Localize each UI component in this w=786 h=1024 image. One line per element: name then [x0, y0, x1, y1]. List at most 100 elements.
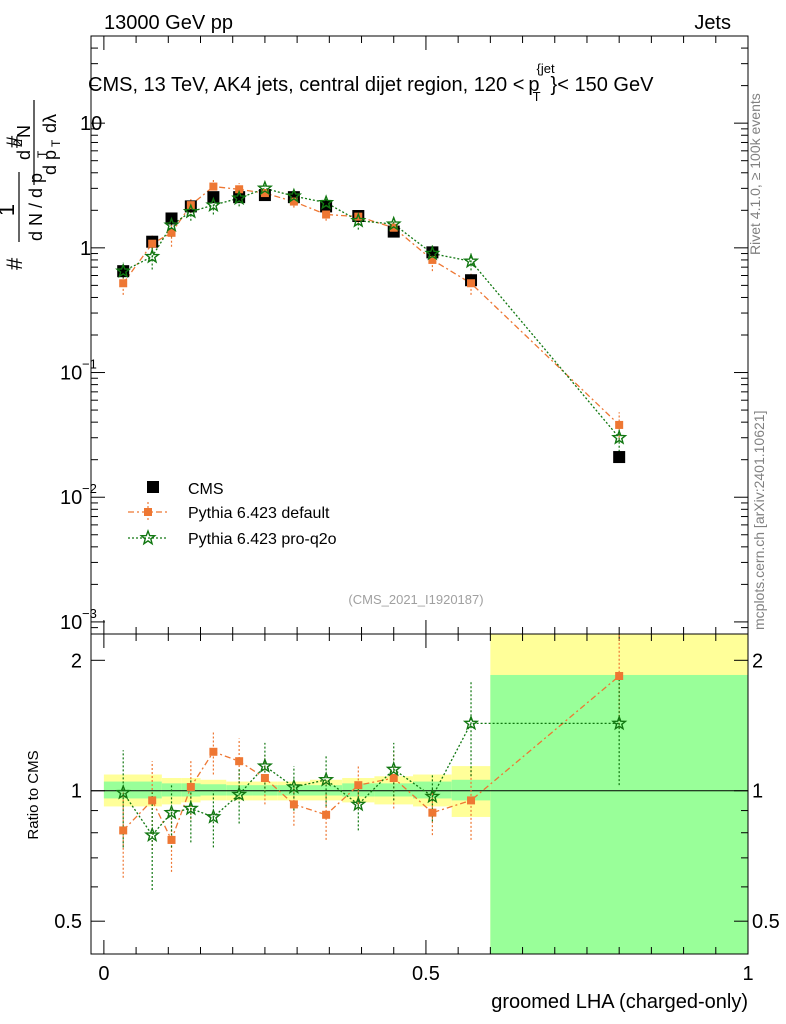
- svg-text:d: d: [14, 150, 34, 160]
- legend-label-cms: CMS: [188, 481, 224, 498]
- ratio-point-proq2o: [385, 760, 402, 777]
- point-proq2o: [611, 429, 628, 445]
- ratio-point-default: [389, 774, 398, 783]
- point-default: [322, 210, 331, 219]
- xlabel: groomed LHA (charged-only): [491, 991, 748, 1013]
- legend-star-shape: [139, 528, 157, 546]
- ytick-label-main-2: 10: [60, 363, 82, 385]
- point-default: [119, 279, 128, 288]
- point-cms: [117, 265, 130, 278]
- ratio-point-default: [322, 810, 331, 819]
- ytick-exp-main-2: −1: [82, 357, 97, 372]
- svg-text:2: 2: [11, 139, 25, 146]
- ratio-point-default: [235, 757, 244, 766]
- ratio-point-default: [467, 796, 476, 805]
- ratio-point-proq2o: [462, 714, 480, 731]
- point-cms: [426, 246, 439, 259]
- plot-title: CMS, 13 TeV, AK4 jets, central dijet reg…: [88, 61, 654, 104]
- point-proq2o: [115, 262, 132, 279]
- ylabel-ratio: Ratio to CMS: [25, 750, 42, 839]
- ratio-frame: [90, 633, 749, 955]
- ratio-point-proq2o: [182, 799, 199, 816]
- point-proq2o: [424, 245, 441, 261]
- point-default: [615, 420, 624, 429]
- point-default: [209, 182, 218, 191]
- ytick-label-ratio-right-1: 1: [752, 781, 763, 803]
- ratio-point-proq2o: [115, 784, 132, 800]
- ratio-point-default: [428, 808, 437, 817]
- ratio-point-default: [119, 826, 128, 835]
- svg-text:T: T: [35, 150, 49, 158]
- ratio-point-proq2o: [611, 714, 628, 731]
- series-line-proq2o: [122, 187, 620, 439]
- ratio-point-proq2o: [285, 778, 302, 794]
- ytick-label-ratio-left-1: 1: [71, 781, 82, 803]
- ytick-label-ratio-left-0: 0.5: [54, 911, 82, 933]
- analysis-id: (CMS_2021_I1920187): [348, 592, 483, 607]
- point-proq2o: [256, 179, 273, 196]
- point-default: [289, 197, 298, 206]
- legend-marker-proq2o: [139, 528, 157, 546]
- ytick-label-ratio-right-0: 0.5: [752, 911, 780, 933]
- svg-text:T: T: [49, 139, 63, 147]
- ratio-point-default: [615, 671, 624, 680]
- ratio-line-proq2o: [122, 722, 620, 837]
- point-proq2o: [350, 212, 367, 228]
- point-default: [428, 255, 437, 264]
- mcplots-label: mcplots.cern.ch [arXiv:2401.10621]: [751, 411, 767, 630]
- series-line-default: [122, 185, 620, 426]
- ratio-y-ticks: 0.5 0.5 1 1 2 2: [54, 650, 780, 933]
- ytick-label-main-1: 10: [60, 487, 82, 509]
- ratio-point-default: [289, 800, 298, 809]
- point-default: [167, 228, 176, 237]
- x-ticks: 0 0.5 1: [98, 36, 754, 985]
- point-proq2o: [385, 215, 402, 232]
- ytick-label-ratio-left-2: 2: [71, 650, 82, 672]
- ratio-point-proq2o: [350, 795, 367, 812]
- point-proq2o: [144, 248, 161, 264]
- point-default: [235, 185, 244, 194]
- svg-text:1: 1: [0, 204, 19, 216]
- point-cms: [613, 451, 626, 464]
- ytick-label-main-4: 10: [80, 113, 102, 135]
- ylabel-main-right: d 2 N d p T dλ: [11, 100, 63, 185]
- svg-text:#: #: [2, 135, 27, 148]
- main-data-marks: [115, 179, 628, 464]
- xtick-label-1: 0.5: [412, 963, 440, 985]
- header-left: 13000 GeV pp: [104, 12, 233, 34]
- legend: CMS Pythia 6.423 default Pythia 6.423 pr…: [128, 481, 337, 548]
- band-inner-3: [200, 784, 227, 796]
- ratio-point-default: [148, 796, 157, 805]
- point-default: [354, 212, 363, 221]
- ytick-label-main-0: 10: [60, 612, 82, 634]
- ratio-point-proq2o: [317, 771, 335, 787]
- xtick-label-2: 1: [742, 963, 753, 985]
- ratio-point-proq2o: [256, 757, 274, 773]
- band-inner-12: [490, 674, 748, 954]
- svg-text:d N / d p: d N / d p: [26, 173, 46, 241]
- ratio-point-default: [209, 747, 218, 756]
- point-proq2o: [318, 194, 335, 210]
- point-default: [467, 279, 476, 288]
- ytick-label-ratio-right-2: 2: [752, 650, 763, 672]
- ratio-line-default: [122, 675, 620, 842]
- ratio-point-proq2o: [231, 786, 248, 802]
- ratio-point-default: [167, 835, 176, 844]
- point-proq2o: [285, 187, 303, 204]
- ratio-point-default: [186, 783, 195, 792]
- rivet-label: Rivet 4.1.0, ≥ 100k events: [747, 93, 763, 255]
- ratio-point-proq2o: [424, 787, 441, 804]
- point-proq2o: [462, 252, 480, 269]
- ytick-exp-main-0: −3: [82, 606, 97, 621]
- legend-label-default: Pythia 6.423 default: [188, 505, 330, 522]
- point-default: [389, 223, 398, 232]
- ratio-point-proq2o: [205, 808, 222, 824]
- svg-text:dλ: dλ: [40, 114, 60, 133]
- header-right: Jets: [694, 12, 731, 34]
- point-proq2o: [163, 216, 180, 233]
- legend-marker-cms: [147, 481, 159, 493]
- ylabel-main: # 1 d N / d p T # d 2 N d p T dλ: [0, 100, 63, 270]
- ratio-point-default: [354, 781, 363, 790]
